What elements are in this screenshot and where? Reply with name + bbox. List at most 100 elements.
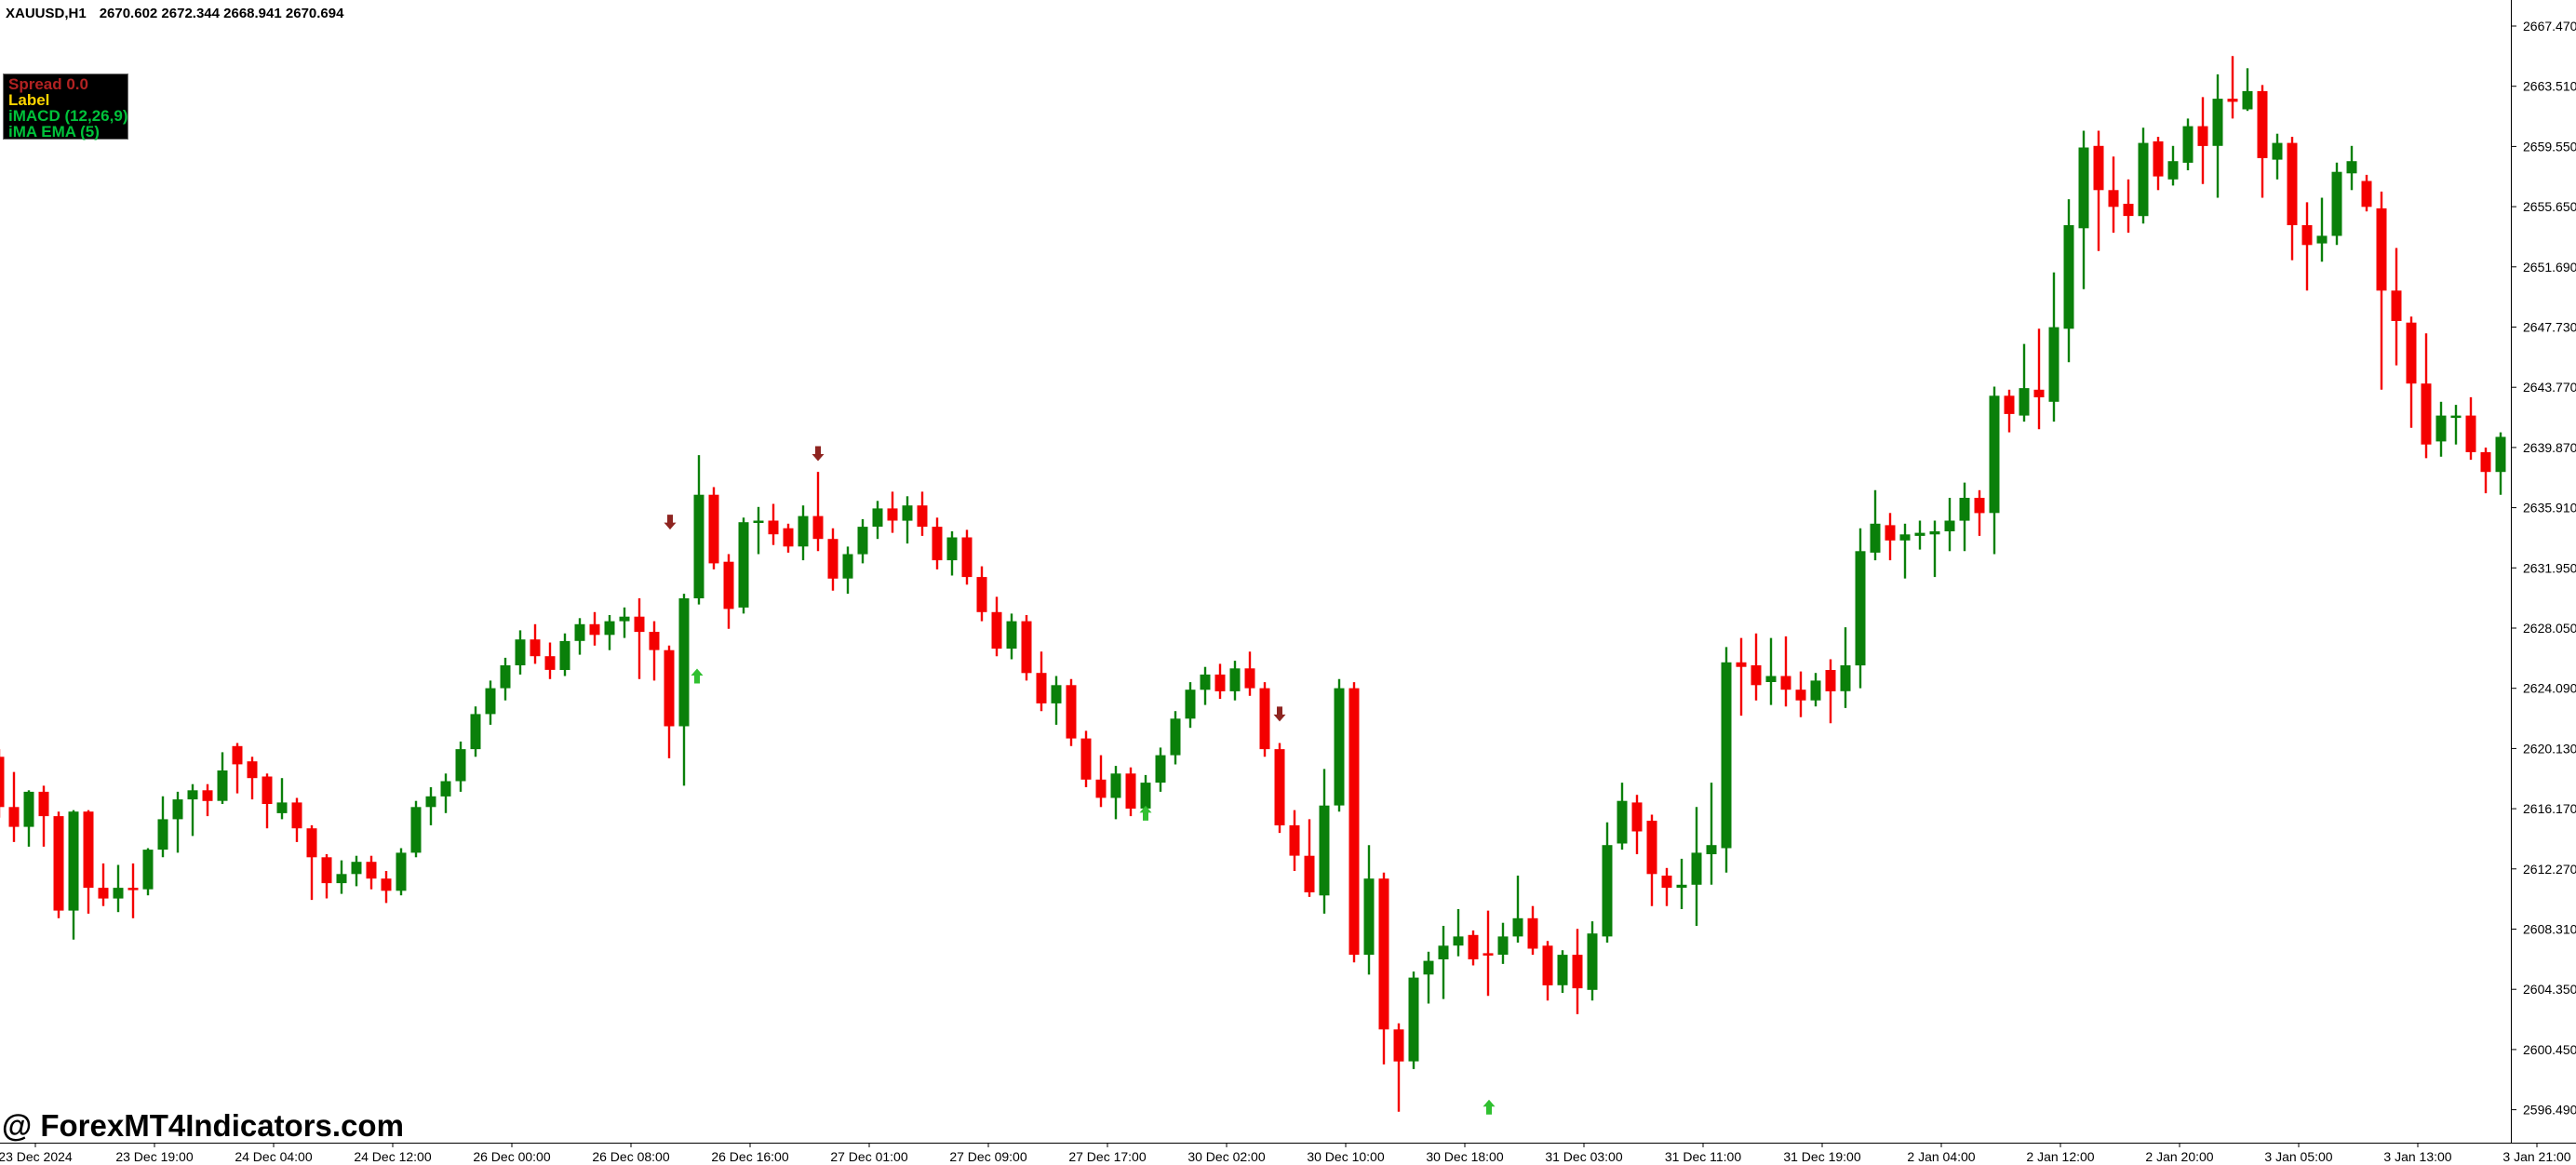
price-axis-label: 2643.770 [2523, 380, 2576, 395]
candle-body [2495, 436, 2506, 473]
time-axis-label: 23 Dec 2024 [0, 1149, 73, 1164]
candle-body [1944, 520, 1955, 531]
bull-candle [678, 594, 690, 786]
bull-candle [1438, 926, 1449, 999]
bear-candle [2033, 328, 2045, 430]
candle-body [2450, 415, 2462, 419]
bear-candle [2361, 174, 2372, 212]
bull-candle [872, 501, 883, 540]
bull-candle [1512, 876, 1523, 943]
bear-candle [783, 523, 794, 553]
candle-body [2063, 225, 2074, 329]
bull-candle [142, 848, 154, 896]
candle-body [306, 828, 317, 858]
bear-candle [53, 811, 64, 918]
candle-body [932, 527, 943, 561]
candle-body [1929, 531, 1940, 535]
bull-candle [1602, 822, 1613, 943]
bear-candle [812, 472, 824, 552]
bull-candle [1334, 678, 1345, 812]
time-axis-label: 24 Dec 12:00 [354, 1149, 431, 1164]
time-axis-label: 2 Jan 12:00 [2026, 1149, 2094, 1164]
time-axis-label: 30 Dec 18:00 [1426, 1149, 1503, 1164]
candle-body [946, 537, 958, 561]
bear-candle [2197, 97, 2208, 184]
indicator-label-3: iMA EMA (5) [8, 123, 100, 141]
bear-candle [2257, 85, 2268, 198]
candles-layer [0, 56, 2506, 1112]
candle-body [217, 770, 228, 801]
candle-body [1200, 674, 1211, 690]
candle-body [1676, 884, 1687, 889]
bear-candle [649, 621, 660, 681]
candle-body [649, 632, 660, 650]
bull-candle [1810, 673, 1821, 707]
bear-candle [8, 771, 20, 842]
candle-body [1378, 878, 1389, 1030]
bull-candle [1676, 858, 1687, 909]
bear-candle [708, 487, 719, 569]
bear-candle [98, 863, 109, 906]
bear-candle [247, 757, 258, 800]
bull-candle [1319, 769, 1330, 914]
bull-candle [113, 864, 124, 913]
chart-title: XAUUSD,H1 2670.602 2672.344 2668.941 2670… [6, 6, 343, 21]
candle-body [1080, 738, 1092, 780]
candle-body [1870, 523, 1881, 553]
bull-candle [798, 505, 809, 561]
bull-candle [2450, 405, 2462, 445]
bear-candle [2465, 396, 2476, 461]
candle-body [2361, 181, 2372, 208]
bull-candle [187, 783, 198, 837]
candle-body [1140, 783, 1151, 809]
candle-body [1229, 668, 1241, 691]
bear-candle [38, 785, 49, 847]
candle-body [0, 757, 5, 808]
price-axis-label: 2604.350 [2523, 982, 2576, 997]
bear-candle [544, 642, 556, 679]
candle-body [2331, 171, 2342, 236]
candle-body [1423, 960, 1434, 975]
bear-candle [768, 503, 779, 545]
bull-candle [1840, 627, 1851, 708]
bear-candle [634, 598, 645, 679]
candle-body [1557, 955, 1568, 985]
price-axis[interactable]: 2667.470 2663.510 2659.550 2655.650 2651.690… [2511, 19, 2576, 1118]
time-axis-label: 26 Dec 16:00 [711, 1149, 788, 1164]
candle-body [961, 537, 973, 578]
candle-body [276, 802, 288, 813]
price-axis-label: 2667.470 [2523, 19, 2576, 33]
bear-candle [1378, 872, 1389, 1065]
candle-body [2004, 395, 2015, 414]
bull-candle [1200, 666, 1211, 705]
candle-body [1646, 821, 1657, 875]
bear-candle [2391, 248, 2402, 366]
indicator-label-1: Label [8, 91, 50, 109]
bull-candle [1899, 523, 1911, 579]
bear-candle [589, 611, 600, 646]
candle-body [2078, 147, 2089, 229]
candle-body [1899, 534, 1911, 541]
bear-candle [2153, 137, 2164, 191]
bear-candle [381, 871, 392, 904]
chart-ohlc-values: 2670.602 2672.344 2668.941 2670.694 [99, 6, 344, 21]
candle-body [1840, 665, 1851, 691]
indicator-label-2: iMACD (12,26,9) [8, 107, 128, 125]
bear-candle [1885, 513, 1896, 561]
time-axis-label: 31 Dec 11:00 [1665, 1149, 1741, 1164]
candle-body [396, 852, 407, 891]
candle-body [1989, 395, 2000, 514]
candle-body [127, 888, 139, 890]
time-axis[interactable]: 23 Dec 2024 23 Dec 19:00 24 Dec 04:00 24 De… [0, 1143, 2571, 1164]
candle-body [321, 857, 332, 884]
bull-candle [410, 800, 422, 858]
candle-body [798, 516, 809, 547]
candle-body [187, 790, 198, 800]
price-axis-label: 2635.910 [2523, 501, 2576, 516]
candle-body [723, 561, 734, 609]
candle-body [2316, 235, 2328, 244]
watermark-text: @ ForexMT4Indicators.com [2, 1108, 404, 1143]
bull-candle [485, 680, 496, 725]
